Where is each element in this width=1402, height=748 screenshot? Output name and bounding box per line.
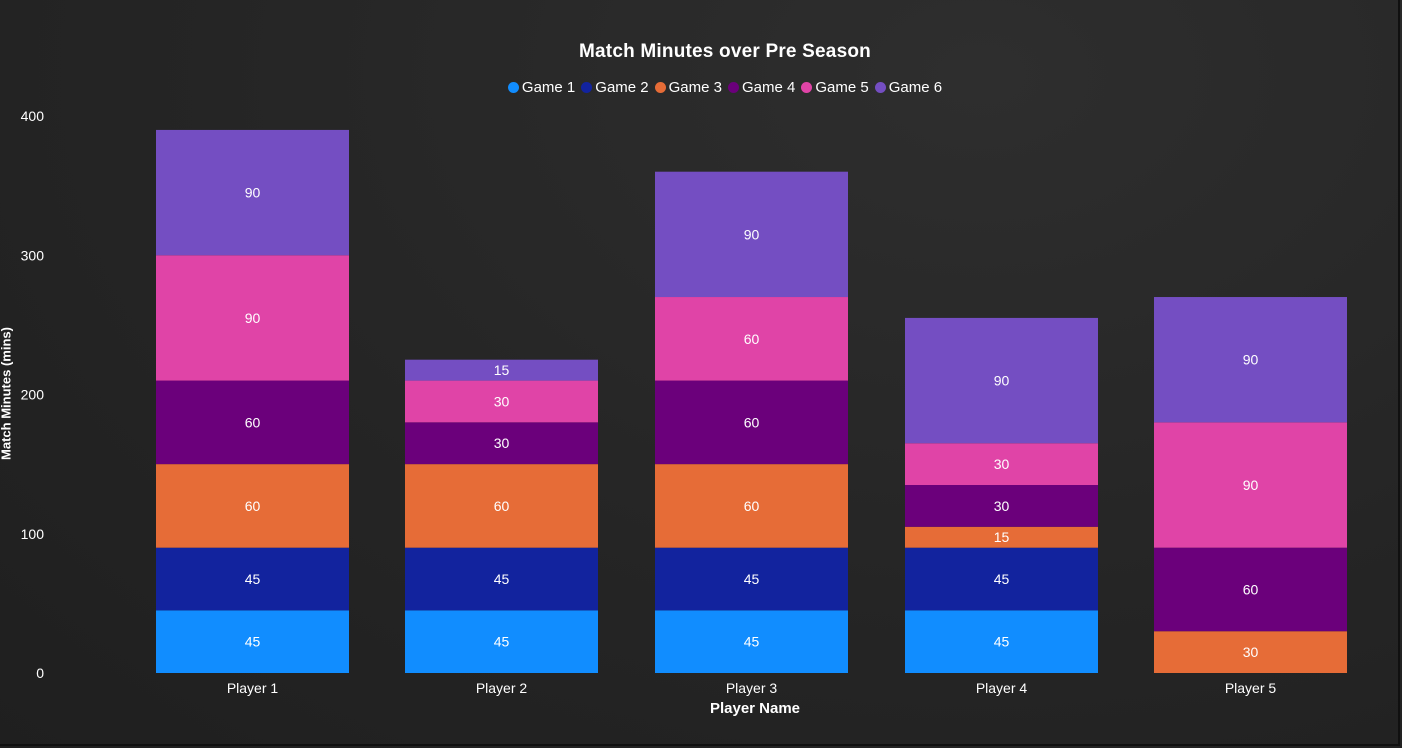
legend-dot-icon [801,82,813,93]
data-label: 30 [494,393,510,409]
bar-segment-game-5-player-1[interactable] [156,255,349,381]
data-label: 45 [245,634,261,650]
y-tick-label: 200 [21,387,45,403]
data-label: 45 [494,571,510,587]
data-label: 45 [494,634,510,650]
bar-segment-game-2-player-1[interactable] [156,547,349,611]
bar-segment-game-3-player-3[interactable] [655,464,848,548]
bar-segment-game-5-player-3[interactable] [655,297,848,381]
x-axis-label: Player Name [709,700,801,717]
x-tick-label: Player 2 [476,680,528,696]
data-label: 90 [744,226,760,242]
legend-dot-icon [581,82,593,93]
bar-segment-game-5-player-4[interactable] [905,443,1098,486]
x-tick-label: Player 4 [976,680,1028,696]
data-label: 45 [744,634,760,650]
data-label: 45 [744,571,760,587]
bar-segment-game-2-player-2[interactable] [405,547,598,611]
data-label: 90 [245,310,261,326]
bar-segment-game-6-player-2[interactable] [405,359,598,381]
data-label: 30 [994,456,1010,472]
data-label: 45 [994,634,1010,650]
legend: Game 1 Game 2 Game 3 Game 4 Game 5 Game 6 [0,79,1402,96]
bar-segment-game-3-player-1[interactable] [156,464,349,548]
legend-item-game-1[interactable]: Game 1 [507,79,576,96]
data-label: 30 [494,435,510,451]
legend-item-game-4[interactable]: Game 4 [728,79,795,96]
data-label: 60 [245,498,261,514]
legend-dot-icon [654,82,666,93]
legend-dot-icon [507,82,519,93]
x-tick-label: Player 1 [227,680,279,696]
data-label: 60 [1243,581,1259,597]
legend-label: Game 3 [668,79,722,96]
data-label: 90 [245,185,261,201]
bar-segment-game-1-player-3[interactable] [655,610,848,673]
data-label: 30 [1243,644,1259,660]
bar-segment-game-5-player-5[interactable] [1154,422,1347,548]
bar-segment-game-3-player-2[interactable] [405,464,598,548]
bar-segment-game-2-player-4[interactable] [905,547,1098,611]
bar-segment-game-5-player-2[interactable] [405,380,598,423]
bar-segment-game-3-player-4[interactable] [905,526,1098,548]
bar-segment-game-4-player-5[interactable] [1154,547,1347,632]
bar-segment-game-2-player-3[interactable] [655,547,848,611]
legend-dot-icon [728,82,739,93]
x-tick-label: Player 5 [1225,680,1277,696]
bar-segment-game-6-player-1[interactable] [156,129,349,256]
y-tick-label: 100 [21,526,45,542]
data-label: 60 [744,498,760,514]
data-label: 60 [494,498,510,514]
legend-label: Game 2 [595,79,649,96]
bar-segment-game-4-player-2[interactable] [405,422,598,465]
bar-segment-game-6-player-4[interactable] [905,317,1098,444]
data-label: 60 [245,414,261,430]
legend-label: Game 6 [888,79,943,96]
legend-item-game-5[interactable]: Game 5 [801,79,869,96]
data-label: 45 [245,571,261,587]
bar-segment-game-6-player-3[interactable] [655,171,848,298]
data-label: 45 [994,571,1010,587]
y-tick-label: 400 [21,108,45,124]
y-tick-label: 300 [21,247,45,263]
data-label: 90 [1243,477,1259,493]
legend-label: Game 5 [815,79,869,96]
bar-segment-game-4-player-1[interactable] [156,380,349,465]
data-label: 90 [994,373,1010,389]
bar-segment-game-1-player-1[interactable] [156,610,349,673]
data-label: 15 [494,362,510,378]
legend-label: Game 1 [521,79,576,96]
data-label: 90 [1243,352,1259,368]
bar-segment-game-1-player-2[interactable] [405,610,598,673]
y-tick-label: 0 [36,665,44,681]
legend-label: Game 4 [742,79,796,96]
data-label: 60 [744,414,760,430]
bar-segment-game-4-player-3[interactable] [655,380,848,465]
bar-segment-game-4-player-4[interactable] [905,485,1098,527]
legend-item-game-3[interactable]: Game 3 [654,79,722,96]
data-label: 30 [994,498,1010,514]
data-label: 60 [744,331,760,347]
legend-dot-icon [874,82,886,93]
bar-segment-game-6-player-5[interactable] [1154,297,1347,423]
bar-segment-game-3-player-5[interactable] [1154,631,1347,673]
chart-title: Match Minutes over Pre Season [579,41,871,62]
legend-item-game-2[interactable]: Game 2 [581,79,649,96]
data-label: 15 [994,529,1010,545]
legend-item-game-6[interactable]: Game 6 [874,79,943,96]
bar-segment-game-1-player-4[interactable] [905,610,1098,673]
x-tick-label: Player 3 [726,680,778,696]
